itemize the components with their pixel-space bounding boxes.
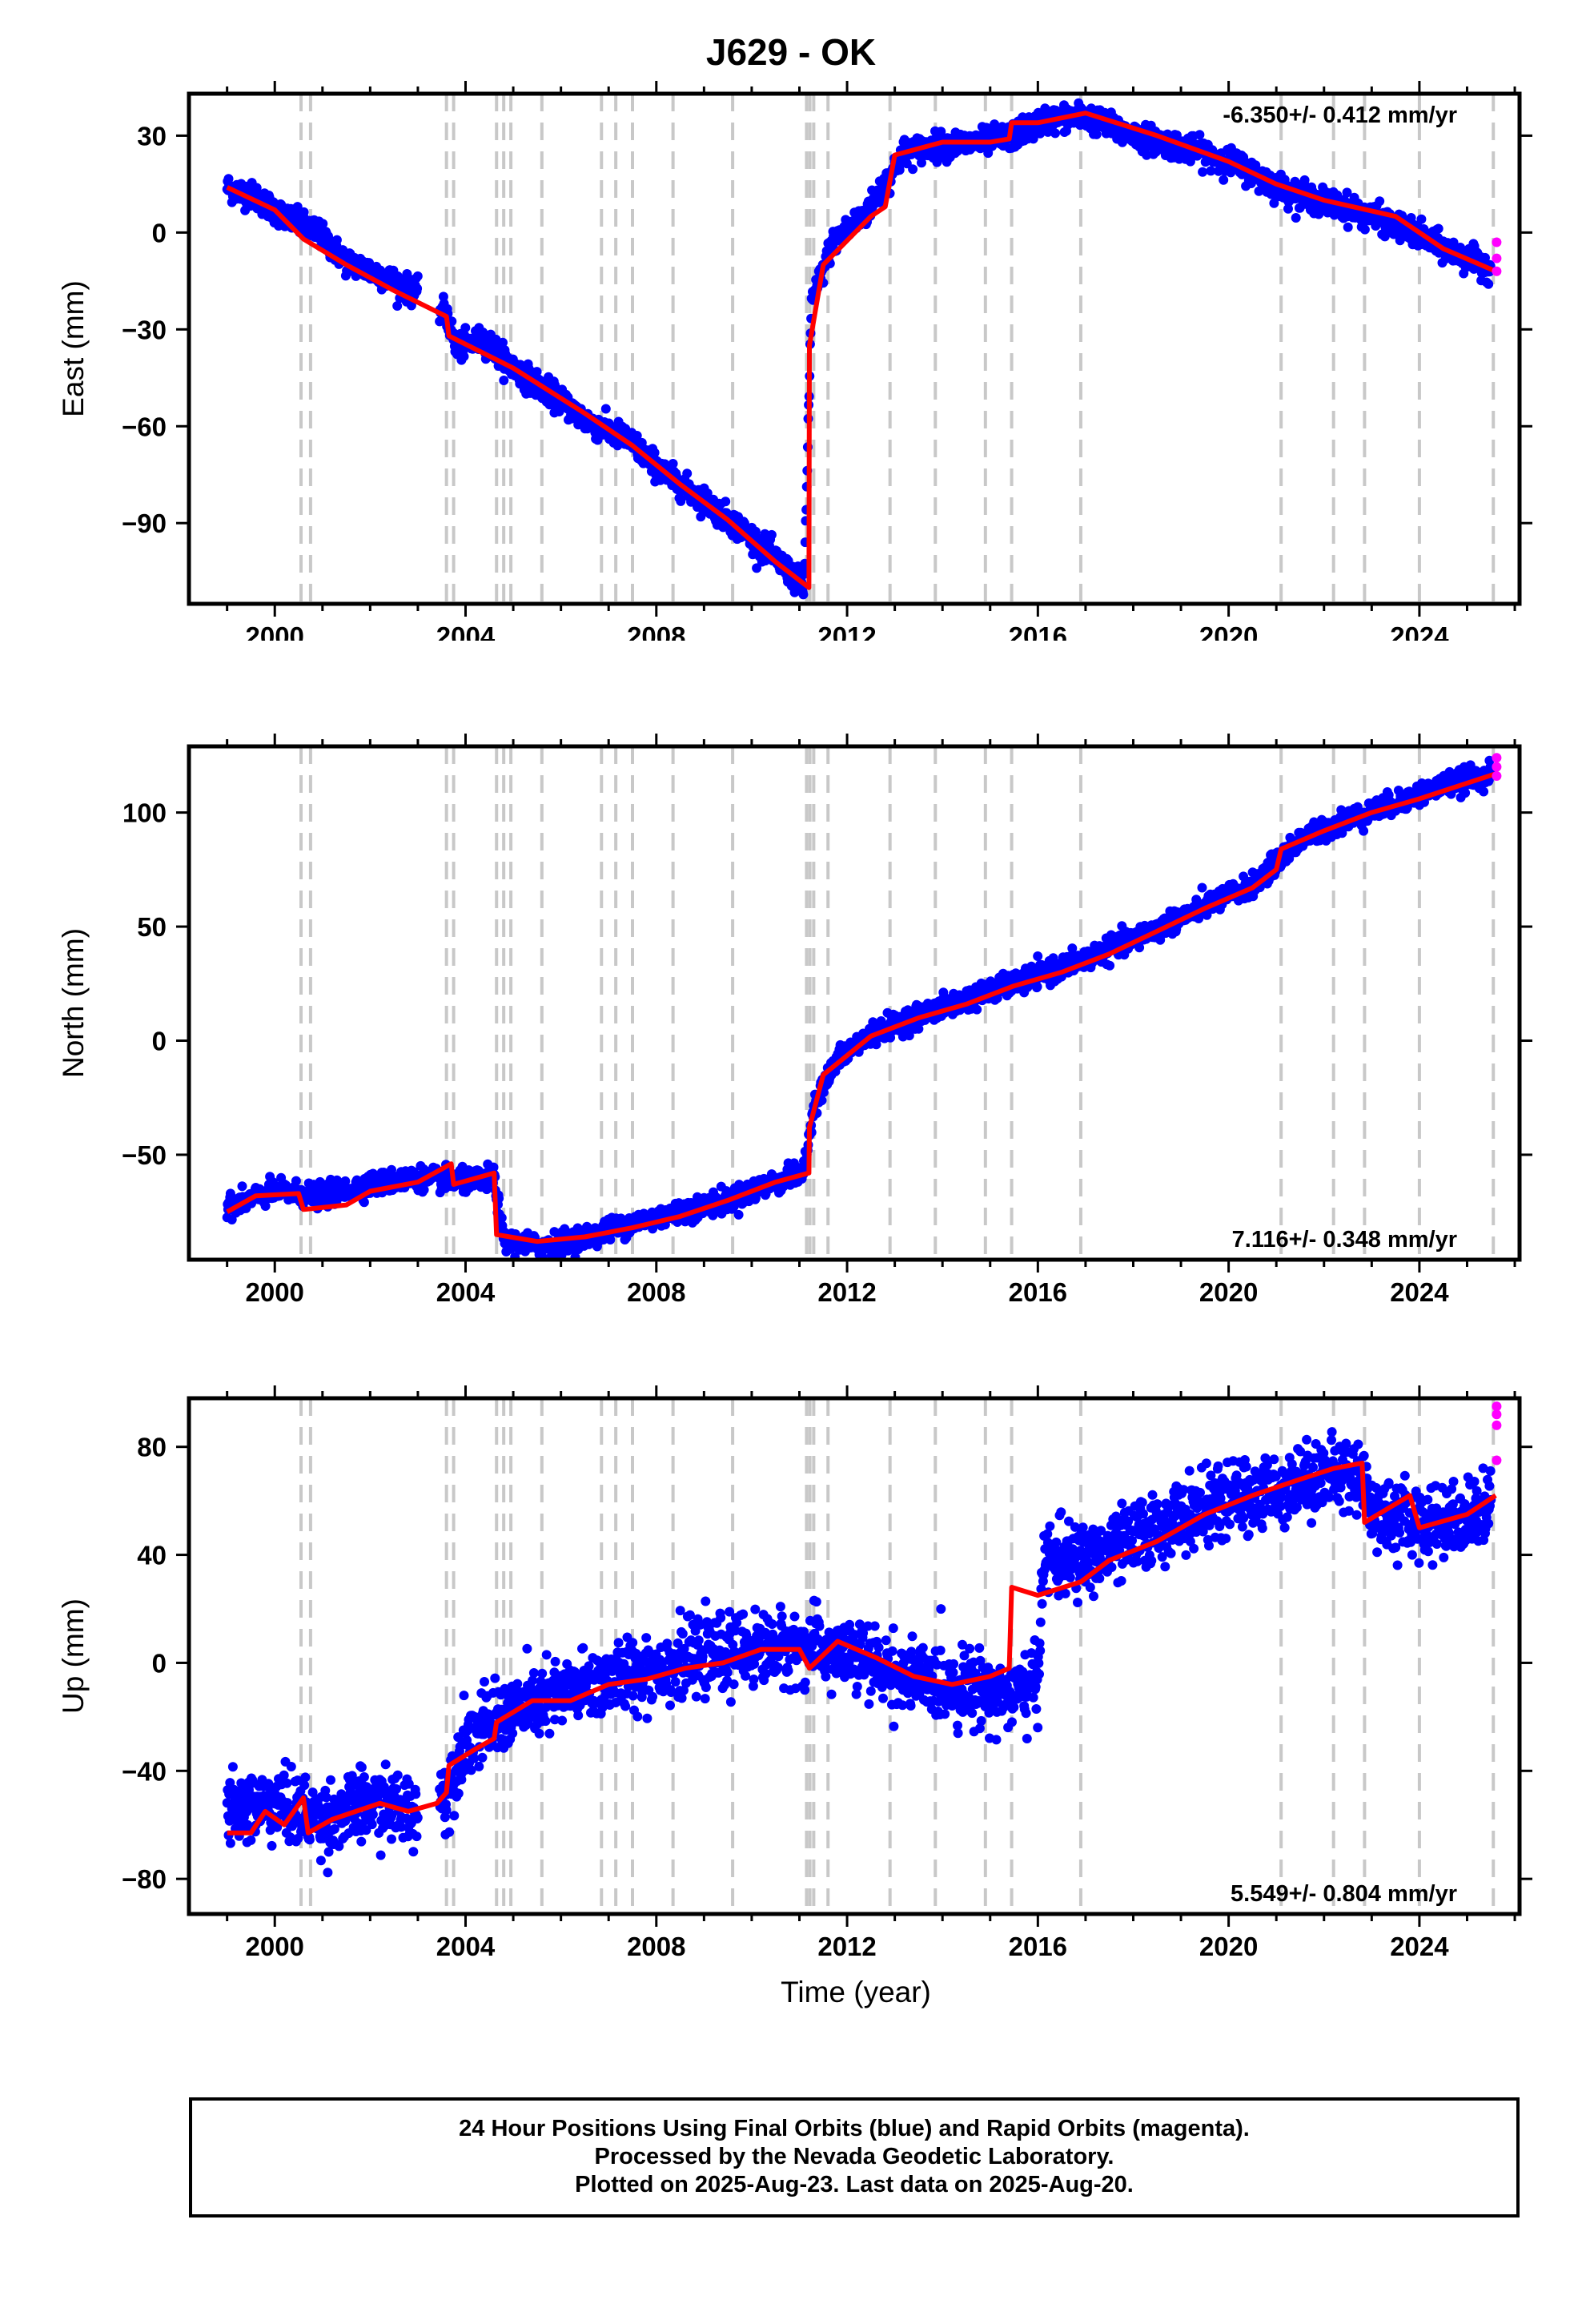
y-tick-label: −50	[122, 1140, 167, 1170]
model-fit-line	[226, 771, 1497, 1244]
rapid-orbit-points	[1492, 237, 1502, 276]
rapid-point	[1492, 253, 1502, 263]
velocity-label: 7.116+/- 0.348 mm/yr	[1232, 1227, 1457, 1252]
x-tick-label: 2008	[627, 1277, 685, 1307]
plot-frame	[187, 91, 1522, 606]
up-panel: 2000 2004 2008 2012 2016 2020 2024 80 40 0 −40 −80 U…	[57, 1385, 1532, 2008]
velocity-label: 5.549+/- 0.804 mm/yr	[1231, 1881, 1457, 1907]
rapid-point	[1492, 1409, 1502, 1420]
y-tick-label: 30	[137, 121, 167, 151]
rapid-point	[1492, 237, 1502, 247]
rapid-point	[1492, 1401, 1502, 1412]
rapid-point	[1492, 771, 1502, 782]
x-tick-label: 2012	[817, 621, 876, 641]
y-axis: 30 0 −30 −60 −90	[122, 121, 1532, 538]
x-tick-label: 2004	[436, 621, 496, 641]
y-axis-label: North (mm)	[57, 928, 90, 1078]
model-line	[226, 111, 1497, 590]
y-tick-label: −90	[122, 509, 167, 538]
plot-frame	[187, 744, 1522, 1262]
rapid-point	[1492, 753, 1502, 763]
x-tick-label: 2004	[436, 1932, 496, 1961]
y-axis: 100 50 0 −50	[122, 798, 1532, 1170]
x-tick-label: 2020	[1199, 1277, 1258, 1307]
y-tick-label: 40	[137, 1541, 167, 1570]
rapid-orbit-points	[1492, 1401, 1502, 1466]
rapid-orbit-points	[1492, 753, 1502, 782]
x-axis-label: Time (year)	[781, 1976, 931, 2008]
model-fit-line	[227, 1460, 1497, 1835]
x-tick-label: 2016	[1009, 621, 1067, 641]
y-axis: 80 40 0 −40 −80	[122, 1433, 1532, 1894]
model-fit-line	[226, 111, 1497, 590]
y-tick-label: −60	[122, 412, 167, 441]
x-tick-label: 2008	[627, 1932, 685, 1961]
final-orbit-scatter	[222, 755, 1496, 1260]
y-tick-label: 100	[122, 798, 167, 828]
x-axis: 2000 2004 2008 2012 2016 2020 2024	[226, 734, 1516, 1307]
y-tick-label: −40	[122, 1756, 167, 1786]
footer-line-1: 24 Hour Positions Using Final Orbits (bl…	[459, 2116, 1250, 2141]
x-tick-label: 2008	[627, 621, 685, 641]
y-tick-label: −80	[122, 1864, 167, 1894]
x-tick-label: 2024	[1390, 621, 1449, 641]
y-tick-label: 0	[152, 1648, 167, 1678]
x-tick-label: 2004	[436, 1277, 496, 1307]
final-orbit-points	[222, 755, 1496, 1260]
x-tick-label: 2000	[246, 1932, 304, 1961]
x-tick-label: 2016	[1009, 1277, 1067, 1307]
y-axis-label: East (mm)	[57, 280, 90, 417]
plot-frame	[187, 1396, 1522, 1916]
x-tick-label: 2020	[1199, 1932, 1258, 1961]
x-tick-label: 2024	[1390, 1932, 1449, 1961]
footer-line-2: Processed by the Nevada Geodetic Laborat…	[594, 2144, 1114, 2169]
x-tick-label: 2000	[246, 1277, 304, 1307]
x-tick-label: 2016	[1009, 1932, 1067, 1961]
velocity-label: -6.350+/- 0.412 mm/yr	[1223, 103, 1457, 128]
x-axis: 2000 2004 2008 2012 2016 2020 2024	[226, 1385, 1516, 1961]
model-line	[227, 1460, 1497, 1835]
rapid-point	[1492, 266, 1502, 276]
model-line	[226, 771, 1497, 1244]
y-tick-label: 0	[152, 218, 167, 247]
footer-box: 24 Hour Positions Using Final Orbits (bl…	[189, 2097, 1520, 2217]
y-tick-label: −30	[122, 315, 167, 344]
y-tick-label: 50	[137, 912, 167, 942]
rapid-point	[1492, 1455, 1502, 1466]
x-axis: 2000 2004 2008 2012 2016 2020 2024	[226, 81, 1516, 641]
x-tick-label: 2000	[246, 621, 304, 641]
north-panel: 2000 2004 2008 2012 2016 2020 2024 100 50 0 −50 Nor…	[57, 734, 1532, 1307]
footer-line-3: Plotted on 2025-Aug-23. Last data on 202…	[575, 2172, 1134, 2197]
rapid-point	[1492, 1420, 1502, 1430]
x-tick-label: 2020	[1199, 621, 1258, 641]
y-axis-label: Up (mm)	[57, 1598, 90, 1714]
x-tick-label: 2012	[817, 1932, 876, 1961]
station-title: J629 - OK	[705, 31, 877, 73]
y-tick-label: 0	[152, 1027, 167, 1056]
rapid-point	[1492, 762, 1502, 772]
east-panel: 2000 2004 2008 2012 2016 2020 2024 30 0 −30 −60 −90…	[57, 81, 1532, 641]
x-tick-label: 2012	[817, 1277, 876, 1307]
y-tick-label: 80	[137, 1433, 167, 1462]
x-tick-label: 2024	[1390, 1277, 1449, 1307]
